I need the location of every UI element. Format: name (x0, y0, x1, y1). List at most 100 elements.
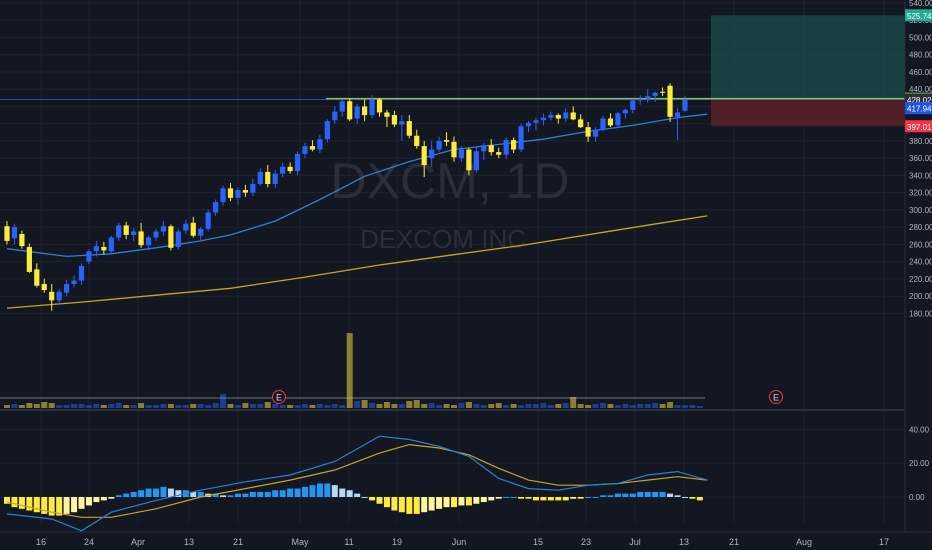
volume-bar (145, 405, 152, 408)
candle-body (421, 146, 427, 166)
volume-bar (212, 403, 219, 408)
macd-histogram-bar (249, 491, 256, 497)
x-tick-label: Apr (131, 537, 145, 547)
y-tick-label: 500.00 (909, 33, 932, 42)
volume-bar (339, 405, 346, 408)
candle-body (592, 129, 599, 137)
candle-body (19, 234, 25, 247)
macd-histogram-bar (309, 485, 316, 497)
macd-histogram-bar (428, 497, 435, 511)
macd-histogram-bar (398, 497, 405, 513)
volume-bar (622, 404, 629, 408)
company-watermark: DEXCOM INC (360, 224, 526, 254)
volume-bar (257, 404, 264, 408)
macd-histogram-bar (383, 497, 390, 508)
macd-histogram-bar (354, 493, 361, 497)
macd-histogram-bar (220, 495, 227, 497)
ma-long-line (6, 215, 708, 309)
x-tick-label: 21 (729, 537, 739, 547)
y-tick-label: 540.00 (909, 0, 932, 8)
candle-body (280, 166, 286, 174)
candle-body (585, 127, 591, 137)
candle-body (488, 145, 494, 153)
volume-bar (473, 404, 480, 408)
macd-histogram-bar (629, 493, 636, 497)
candle-body (414, 135, 420, 147)
volume-bar (190, 404, 197, 408)
volume-bar (182, 405, 189, 408)
macd-histogram-bar (4, 497, 10, 504)
candle-body (302, 146, 308, 154)
volume-bar (406, 401, 413, 408)
macd-histogram-bar (287, 488, 294, 497)
x-tick-label: Aug (796, 537, 812, 547)
volume-bar (85, 405, 92, 408)
volume-bar (41, 402, 48, 408)
candle-body (227, 188, 234, 198)
macd-histogram-bar (324, 483, 331, 497)
macd-y-tick-label: 20.00 (909, 459, 930, 468)
candle-body (347, 101, 353, 120)
volume-bar (555, 404, 562, 408)
volume-bar (130, 405, 137, 408)
candle-body (429, 149, 435, 159)
macd-histogram-bar (510, 497, 517, 498)
candle-body (317, 139, 323, 150)
x-tick-label: May (291, 537, 309, 547)
y-tick-label: 280.00 (909, 223, 932, 232)
candle-body (332, 111, 338, 121)
volume-bar (607, 404, 614, 408)
earnings-marker-label: E (773, 393, 779, 403)
candle-body (682, 99, 688, 111)
macd-histogram-bar (100, 497, 107, 501)
price-label: 417.94 (907, 105, 932, 114)
volume-bar (48, 403, 55, 408)
earnings-marker (769, 390, 783, 404)
candle-body (309, 146, 316, 150)
macd-histogram-bar (197, 491, 204, 497)
macd-y-tick-label: 0.00 (909, 493, 925, 502)
candle-body (123, 225, 129, 235)
volume-bar (324, 405, 331, 408)
macd-histogram-bar (26, 497, 33, 511)
macd-histogram-bar (302, 486, 308, 497)
candle-body (153, 231, 159, 238)
x-tick-label: 21 (233, 537, 243, 547)
y-tick-label: 340.00 (909, 171, 932, 180)
price-label-bg (905, 120, 932, 133)
candle-body (11, 227, 18, 239)
candle-body (667, 85, 673, 117)
macd-histogram-bar (644, 491, 651, 497)
macd-histogram-bar (153, 488, 159, 497)
volume-bar (540, 403, 547, 408)
y-tick-label: 240.00 (909, 258, 932, 267)
candle-body (354, 106, 360, 119)
volume-bar (667, 402, 674, 408)
candle-body (205, 212, 211, 229)
volume-bar (413, 400, 420, 408)
macd-histogram-bar (339, 488, 346, 497)
volume-bar (629, 405, 636, 408)
macd-histogram-bar (316, 483, 323, 497)
macd-histogram-bar (130, 491, 137, 497)
long-position-target-zone (711, 15, 905, 100)
candle-body (652, 92, 658, 97)
price-label: 525.74 (907, 12, 932, 21)
candle-body (175, 231, 181, 247)
macd-histogram-bar (11, 497, 18, 508)
macd-histogram-bar (294, 488, 301, 497)
candle-body (250, 184, 256, 193)
x-tick-label: 23 (581, 537, 591, 547)
macd-histogram-bar (421, 497, 428, 513)
candle-body (242, 190, 248, 193)
macd-histogram-bar (33, 497, 40, 513)
candle-body (458, 149, 465, 159)
candle-body (324, 121, 330, 140)
macd-histogram-bar (436, 497, 443, 509)
x-tick-label: 16 (36, 537, 46, 547)
y-tick-label: 360.00 (909, 154, 932, 163)
candle-body (451, 141, 457, 158)
price-label: 397.01 (907, 123, 932, 132)
